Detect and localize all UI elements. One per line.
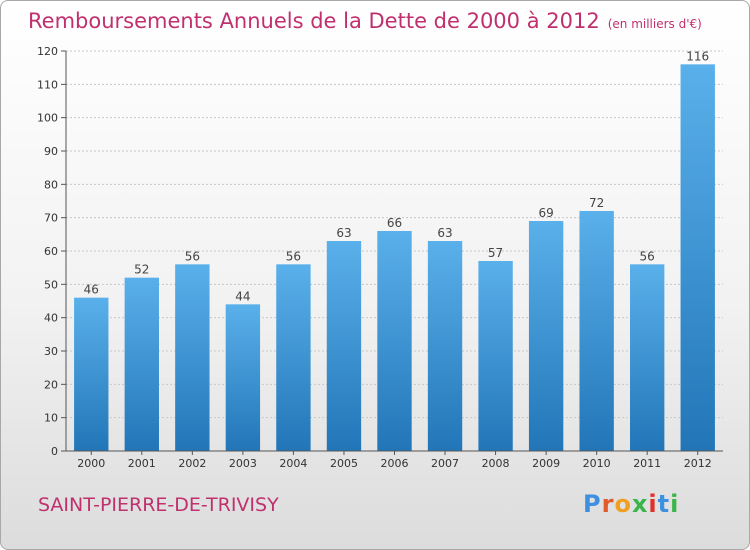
bar-value-label: 69 bbox=[538, 206, 553, 220]
bar-value-label: 52 bbox=[134, 263, 149, 277]
bar-value-label: 116 bbox=[686, 49, 709, 63]
bar-2004 bbox=[276, 264, 311, 451]
bar-value-label: 63 bbox=[336, 226, 351, 240]
bar-value-label: 72 bbox=[589, 196, 604, 210]
bar-value-label: 56 bbox=[286, 249, 301, 263]
bar-2008 bbox=[478, 261, 513, 451]
y-tick-label: 90 bbox=[44, 145, 58, 158]
bar-2000 bbox=[74, 297, 109, 451]
y-tick-label: 110 bbox=[37, 78, 58, 91]
x-tick-label: 2001 bbox=[128, 457, 156, 470]
y-tick-label: 30 bbox=[44, 345, 58, 358]
y-tick-label: 60 bbox=[44, 245, 58, 258]
bar-2011 bbox=[630, 264, 665, 451]
y-tick-label: 50 bbox=[44, 278, 58, 291]
bar-2002 bbox=[175, 264, 210, 451]
logo-letter: o bbox=[614, 490, 632, 518]
bar-2006 bbox=[377, 231, 412, 451]
x-tick-label: 2002 bbox=[178, 457, 206, 470]
bar-value-label: 66 bbox=[387, 216, 402, 230]
unit-note: (en milliers d'€) bbox=[607, 17, 702, 31]
bar-value-label: 44 bbox=[235, 289, 250, 303]
logo-letter: r bbox=[601, 490, 615, 518]
commune-name: SAINT-PIERRE-DE-TRIVISY bbox=[38, 494, 279, 516]
bar-2009 bbox=[528, 221, 564, 451]
proxiti-logo: Proxiti bbox=[583, 490, 679, 518]
x-tick-label: 2000 bbox=[77, 457, 105, 470]
logo-letter: i bbox=[670, 490, 680, 518]
x-tick-label: 2011 bbox=[633, 457, 661, 470]
bar-2012 bbox=[680, 64, 715, 452]
logo-letter: t bbox=[657, 490, 671, 518]
x-tick-label: 2007 bbox=[431, 457, 459, 470]
y-tick-label: 40 bbox=[44, 312, 58, 325]
y-tick-label: 10 bbox=[44, 412, 58, 425]
logo-letter: P bbox=[583, 490, 602, 518]
x-tick-label: 2009 bbox=[532, 457, 560, 470]
bar-2005 bbox=[326, 241, 362, 451]
y-tick-label: 0 bbox=[51, 445, 58, 458]
x-tick-label: 2012 bbox=[684, 457, 712, 470]
x-tick-label: 2004 bbox=[279, 457, 307, 470]
chart-title-text: Remboursements Annuels de la Dette de 20… bbox=[28, 9, 600, 33]
x-tick-label: 2010 bbox=[583, 457, 611, 470]
bar-value-label: 46 bbox=[84, 283, 99, 297]
bar-2001 bbox=[124, 277, 159, 451]
logo-letter: x bbox=[631, 490, 649, 518]
y-tick-label: 20 bbox=[44, 378, 58, 391]
bar-2003 bbox=[225, 304, 261, 451]
bar-value-label: 56 bbox=[185, 249, 200, 263]
x-tick-label: 2005 bbox=[330, 457, 358, 470]
y-tick-label: 80 bbox=[44, 178, 58, 191]
y-tick-label: 70 bbox=[44, 212, 58, 225]
x-tick-label: 2003 bbox=[229, 457, 257, 470]
logo-letter: i bbox=[648, 490, 658, 518]
y-tick-label: 120 bbox=[37, 45, 58, 58]
bar-2010 bbox=[579, 211, 614, 451]
bar-value-label: 63 bbox=[437, 226, 452, 240]
y-tick-label: 100 bbox=[37, 112, 58, 125]
x-tick-label: 2008 bbox=[482, 457, 510, 470]
bar-value-label: 56 bbox=[640, 249, 655, 263]
bar-2007 bbox=[427, 241, 463, 451]
x-tick-label: 2006 bbox=[381, 457, 409, 470]
bar-value-label: 57 bbox=[488, 246, 503, 260]
chart-title: Remboursements Annuels de la Dette de 20… bbox=[28, 9, 702, 33]
